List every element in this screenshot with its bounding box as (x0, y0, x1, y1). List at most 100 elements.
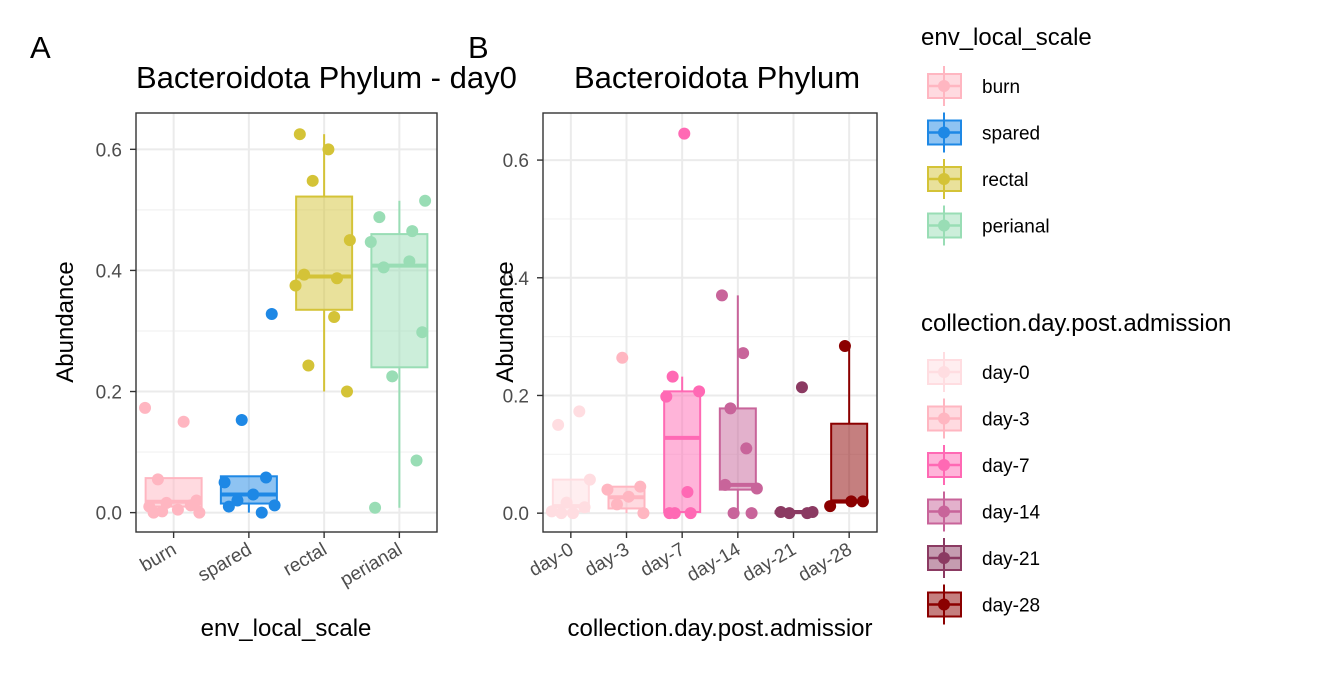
legend-key (927, 398, 962, 439)
data-point (681, 485, 694, 498)
data-point (583, 473, 596, 486)
legend-label: burn (982, 77, 1020, 98)
x-axis-title: collection.day.post.admissior (567, 615, 872, 642)
legend-key-point (938, 366, 950, 378)
data-point (177, 415, 190, 428)
data-point (255, 506, 268, 519)
plot-border (135, 112, 438, 533)
data-point (616, 351, 629, 364)
box-body (830, 422, 869, 504)
data-point (330, 272, 343, 285)
data-point (715, 289, 728, 302)
data-point (419, 194, 432, 207)
legend-label: day-14 (982, 503, 1041, 524)
data-point (663, 507, 676, 520)
y-tick-label: 0.2 (96, 383, 122, 404)
legend-title: env_local_scale (921, 24, 1092, 51)
data-point (343, 234, 356, 247)
data-point (573, 405, 586, 418)
y-tick-label: 0.2 (503, 386, 529, 407)
data-point (693, 385, 706, 398)
data-point (678, 127, 691, 140)
y-axis-title: Abundance (52, 261, 79, 382)
legend-key-point (938, 598, 950, 611)
box-body (295, 195, 354, 311)
chart-panel-a: A Bacteroidota Phylum - day0 0.0 0.2 0.4 0.6 b… (30, 30, 517, 642)
legend-key-point (938, 459, 950, 471)
data-point (322, 143, 335, 156)
data-point (218, 476, 231, 489)
data-point (403, 255, 416, 268)
data-point (566, 507, 579, 520)
x-tick-label: spared (195, 539, 256, 586)
plot-title: Bacteroidota Phylum - day0 (136, 60, 517, 95)
data-point (601, 483, 614, 496)
data-point (306, 174, 319, 187)
legend-title: collection.day.post.admission (921, 310, 1231, 337)
legend-key (927, 352, 962, 392)
data-point (545, 505, 558, 518)
data-point (289, 279, 302, 292)
legend-key (927, 538, 962, 578)
data-point (610, 498, 623, 511)
data-point (666, 370, 679, 383)
y-tick-label: 0.4 (96, 261, 123, 282)
data-point (247, 488, 260, 501)
legend-label: day-0 (982, 363, 1030, 384)
y-tick-label: 0.0 (503, 504, 529, 525)
data-point (737, 347, 750, 360)
data-point (660, 390, 673, 403)
data-point (410, 454, 423, 467)
legend-label: day-3 (982, 410, 1030, 431)
data-point (184, 499, 197, 512)
x-tick-label: day-7 (637, 539, 689, 581)
data-point (719, 478, 732, 491)
x-tick-label: day-0 (526, 539, 578, 581)
y-axis-title: Abundance (492, 261, 519, 382)
data-point (578, 501, 591, 514)
data-point (838, 340, 851, 353)
data-point (147, 506, 160, 519)
data-point (416, 326, 429, 339)
data-point (298, 268, 311, 281)
data-point (727, 507, 740, 520)
plot-border (542, 112, 878, 533)
legend-key (927, 159, 962, 199)
legend-key-point (938, 412, 950, 425)
legend-key (927, 112, 962, 153)
data-point (750, 482, 763, 495)
data-point (222, 500, 235, 513)
data-point (151, 473, 164, 486)
x-tick-label: day-14 (684, 539, 745, 586)
data-point (377, 261, 390, 274)
legend-key-point (938, 552, 950, 564)
data-point (171, 503, 184, 516)
data-point (824, 500, 837, 513)
data-point (684, 507, 697, 520)
box-body (370, 233, 429, 369)
data-point (783, 507, 796, 520)
data-point (260, 471, 273, 484)
data-point (193, 506, 206, 519)
legend-key-point (938, 173, 950, 185)
legend-key (927, 66, 962, 106)
legend-label: spared (982, 124, 1040, 145)
panel-tag: A (30, 30, 51, 65)
legend-key-point (938, 505, 950, 518)
data-point (139, 401, 152, 414)
data-point (364, 235, 377, 248)
data-point (724, 402, 737, 415)
plot-area (543, 113, 877, 532)
data-point (555, 507, 568, 520)
data-point (369, 501, 382, 514)
x-tick-label: burn (137, 539, 180, 576)
x-tick-label: day-21 (739, 539, 800, 586)
legend-key (927, 205, 962, 246)
y-tick-label: 0.6 (503, 151, 529, 172)
y-tick-label: 0.6 (96, 140, 122, 161)
data-point (856, 495, 869, 508)
legend-key (927, 584, 962, 625)
